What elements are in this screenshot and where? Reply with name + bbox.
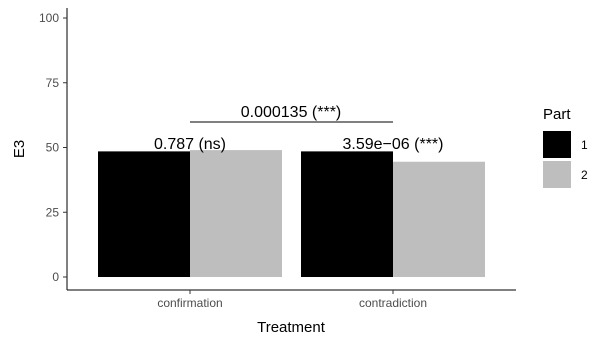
bar-confirmation-part-1 xyxy=(98,151,190,277)
legend-key-1 xyxy=(543,131,571,158)
annotation-within-contradiction: 3.59e−06 (***) xyxy=(343,136,444,153)
legend-title: Part xyxy=(543,106,571,123)
y-tick-label: 75 xyxy=(46,76,60,90)
bar-confirmation-part-2 xyxy=(190,150,282,277)
bars-group xyxy=(98,150,485,277)
legend-label-1: 1 xyxy=(581,138,588,152)
x-axis-title: Treatment xyxy=(257,319,326,336)
y-tick-label: 100 xyxy=(39,11,59,25)
y-tick-label: 50 xyxy=(46,141,60,155)
legend: Part 1 2 xyxy=(543,106,588,188)
x-tick-label-confirmation: confirmation xyxy=(157,296,222,310)
annotation-between: 0.000135 (***) xyxy=(241,104,342,121)
y-ticks-group: 0 25 50 75 100 xyxy=(39,11,67,284)
annotation-within-confirmation: 0.787 (ns) xyxy=(154,136,226,153)
y-tick-label: 0 xyxy=(52,270,59,284)
legend-label-2: 2 xyxy=(581,168,588,182)
x-tick-label-contradiction: contradiction xyxy=(359,296,427,310)
y-tick-label: 25 xyxy=(46,205,60,219)
y-axis-title: E3 xyxy=(11,140,28,158)
bar-contradiction-part-2 xyxy=(393,161,485,277)
bar-contradiction-part-1 xyxy=(301,151,393,277)
legend-key-2 xyxy=(543,161,571,188)
x-ticks-group: confirmation contradiction xyxy=(157,290,427,310)
